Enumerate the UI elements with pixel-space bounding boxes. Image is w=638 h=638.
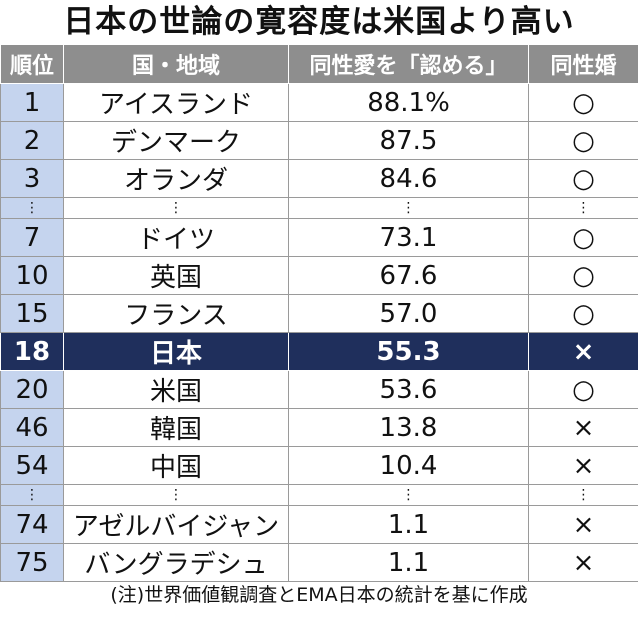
table-row: 1 アイスランド 88.1% ○ <box>0 83 638 122</box>
table-row: 15 フランス 57.0 ○ <box>0 294 638 333</box>
country-cell: バングラデシュ <box>63 543 289 582</box>
country-cell: ドイツ <box>63 218 289 257</box>
rank-cell: 10 <box>0 256 64 295</box>
marriage-cell: ⋮ <box>528 197 638 219</box>
rank-cell: 18 <box>0 332 64 371</box>
rank-cell: 54 <box>0 446 64 485</box>
country-cell: アイスランド <box>63 83 289 122</box>
header-rank: 順位 <box>0 44 64 84</box>
acceptance-cell: 10.4 <box>288 446 529 485</box>
rank-cell: 20 <box>0 370 64 409</box>
acceptance-cell: 13.8 <box>288 408 529 447</box>
highlighted-row-japan: 18 日本 55.3 × <box>0 332 638 371</box>
table-row: 74 アゼルバイジャン 1.1 × <box>0 505 638 544</box>
acceptance-cell: 57.0 <box>288 294 529 333</box>
country-cell: フランス <box>63 294 289 333</box>
rank-cell: 15 <box>0 294 64 333</box>
country-cell: デンマーク <box>63 121 289 160</box>
rank-cell: 1 <box>0 83 64 122</box>
acceptance-cell: 53.6 <box>288 370 529 409</box>
marriage-cell: × <box>528 446 638 485</box>
acceptance-cell: ⋮ <box>288 484 529 506</box>
country-cell: ⋮ <box>63 197 289 219</box>
country-cell: 英国 <box>63 256 289 295</box>
table-row: 2 デンマーク 87.5 ○ <box>0 121 638 160</box>
marriage-cell: × <box>528 408 638 447</box>
header-same-sex-marriage: 同性婚 <box>528 44 638 84</box>
source-note: (注)世界価値観調査とEMA日本の統計を基に作成 <box>110 584 528 606</box>
header-country: 国・地域 <box>63 44 289 84</box>
country-cell: オランダ <box>63 159 289 198</box>
rank-cell: 75 <box>0 543 64 582</box>
acceptance-cell: 84.6 <box>288 159 529 198</box>
rank-cell: 3 <box>0 159 64 198</box>
rank-cell: ⋮ <box>0 197 64 219</box>
figure-title: 日本の世論の寛容度は米国より高い <box>63 4 575 40</box>
marriage-cell: ○ <box>528 121 638 160</box>
header-acceptance: 同性愛を「認める」 <box>288 44 529 84</box>
marriage-cell: ○ <box>528 370 638 409</box>
country-cell: アゼルバイジャン <box>63 505 289 544</box>
acceptance-cell: 73.1 <box>288 218 529 257</box>
table-row: 46 韓国 13.8 × <box>0 408 638 447</box>
rank-cell: ⋮ <box>0 484 64 506</box>
marriage-cell: ○ <box>528 256 638 295</box>
marriage-cell: × <box>528 543 638 582</box>
acceptance-cell: 67.6 <box>288 256 529 295</box>
rank-cell: 2 <box>0 121 64 160</box>
acceptance-cell: 88.1% <box>288 83 529 122</box>
acceptance-cell: 87.5 <box>288 121 529 160</box>
marriage-cell: ○ <box>528 83 638 122</box>
ellipsis-row: ⋮ ⋮ ⋮ ⋮ <box>0 197 638 219</box>
rank-cell: 7 <box>0 218 64 257</box>
marriage-cell: ○ <box>528 218 638 257</box>
acceptance-cell: 55.3 <box>288 332 529 371</box>
header-row: 順位 国・地域 同性愛を「認める」 同性婚 <box>0 44 638 84</box>
table-row: 75 バングラデシュ 1.1 × <box>0 543 638 582</box>
marriage-cell: ⋮ <box>528 484 638 506</box>
table-row: 54 中国 10.4 × <box>0 446 638 485</box>
acceptance-cell: 1.1 <box>288 543 529 582</box>
table-row: 20 米国 53.6 ○ <box>0 370 638 409</box>
ellipsis-row: ⋮ ⋮ ⋮ ⋮ <box>0 484 638 506</box>
country-cell: 米国 <box>63 370 289 409</box>
country-cell: 韓国 <box>63 408 289 447</box>
country-cell: 日本 <box>63 332 289 371</box>
table-row: 10 英国 67.6 ○ <box>0 256 638 295</box>
ranking-table: 順位 国・地域 同性愛を「認める」 同性婚 1 アイスランド 88.1% ○ 2… <box>0 44 638 582</box>
marriage-cell: ○ <box>528 294 638 333</box>
rank-cell: 74 <box>0 505 64 544</box>
rank-cell: 46 <box>0 408 64 447</box>
country-cell: ⋮ <box>63 484 289 506</box>
marriage-cell: ○ <box>528 159 638 198</box>
table-row: 3 オランダ 84.6 ○ <box>0 159 638 198</box>
marriage-cell: × <box>528 332 638 371</box>
country-cell: 中国 <box>63 446 289 485</box>
acceptance-cell: ⋮ <box>288 197 529 219</box>
table-row: 7 ドイツ 73.1 ○ <box>0 218 638 257</box>
marriage-cell: × <box>528 505 638 544</box>
acceptance-cell: 1.1 <box>288 505 529 544</box>
